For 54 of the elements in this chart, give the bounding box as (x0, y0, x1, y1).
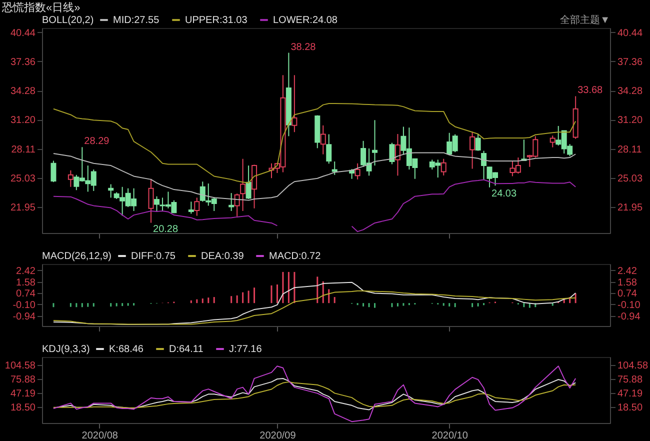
y2-tick-label: 31.20 (618, 115, 643, 126)
y-tick-label: 28.11 (11, 144, 36, 156)
y-tick-label: 104.58 (4, 360, 36, 372)
text: 全部主题▼ (560, 14, 610, 26)
x-tick-label: 2020/08 (82, 430, 118, 441)
y-tick-label: 2.42 (16, 266, 36, 277)
y-tick-label: -0.94 (12, 311, 36, 322)
y2-tick-label: 21.95 (618, 202, 643, 214)
annotation: 20.28 (153, 224, 178, 235)
x-tick-label: 2020/10 (432, 430, 468, 441)
y2-tick-label: -0.10 (618, 300, 641, 311)
y-tick-label: 37.36 (10, 56, 36, 68)
y2-tick-label: 28.11 (618, 144, 642, 156)
legend-label: D:64.11 (169, 344, 204, 355)
y-tick-label: 1.58 (16, 277, 36, 288)
y-tick-label: 47.19 (10, 388, 36, 400)
legend-label: DEA:0.39 (201, 251, 244, 262)
legend-label: K:68.46 (109, 344, 144, 355)
y-tick-label: 18.50 (10, 402, 36, 414)
x-tick-label: 2020/09 (260, 430, 296, 441)
y2-tick-label: 0.74 (618, 288, 638, 300)
legend-title: MACD(26,12,9) (42, 251, 112, 262)
y2-tick-label: 18.50 (618, 402, 643, 414)
y2-tick-label: 37.36 (618, 56, 643, 68)
annotation: 24.03 (492, 188, 517, 200)
legend-title: BOLL(20,2) (42, 15, 94, 26)
y2-tick-label: 40.44 (618, 28, 643, 39)
y-tick-label: 0.74 (16, 288, 36, 300)
y-tick-label: 31.20 (10, 115, 36, 126)
y2-tick-label: -0.94 (618, 311, 641, 322)
chart-title: 恐慌指数«日线» (1, 1, 80, 14)
y2-tick-label: 1.58 (618, 277, 638, 288)
legend-label: UPPER:31.03 (185, 15, 248, 26)
annotation: 33.68 (578, 85, 604, 96)
annotation: 28.29 (84, 136, 110, 148)
legend-label: MID:27.55 (113, 15, 160, 26)
legend-label: LOWER:24.08 (273, 15, 338, 26)
legend-title: KDJ(9,3,3) (42, 344, 90, 355)
series-label: MACD:0.72 (269, 251, 322, 262)
y-tick-label: 40.44 (10, 28, 36, 39)
y2-tick-label: 104.58 (618, 360, 649, 372)
y2-tick-label: 25.03 (618, 173, 643, 184)
y2-tick-label: 34.28 (618, 86, 643, 98)
annotation: 38.28 (290, 42, 316, 53)
y2-tick-label: 2.42 (618, 266, 638, 277)
y-tick-label: 75.88 (10, 374, 36, 386)
y-tick-label: 34.28 (10, 86, 36, 98)
y-tick-label: -0.10 (12, 300, 36, 311)
y-tick-label: 21.95 (10, 202, 36, 214)
legend-label: J:77.16 (229, 344, 262, 355)
y-tick-label: 25.03 (10, 173, 36, 184)
y2-tick-label: 75.88 (618, 374, 643, 386)
y2-tick-label: 47.19 (618, 388, 643, 400)
legend-label: DIFF:0.75 (131, 251, 176, 262)
